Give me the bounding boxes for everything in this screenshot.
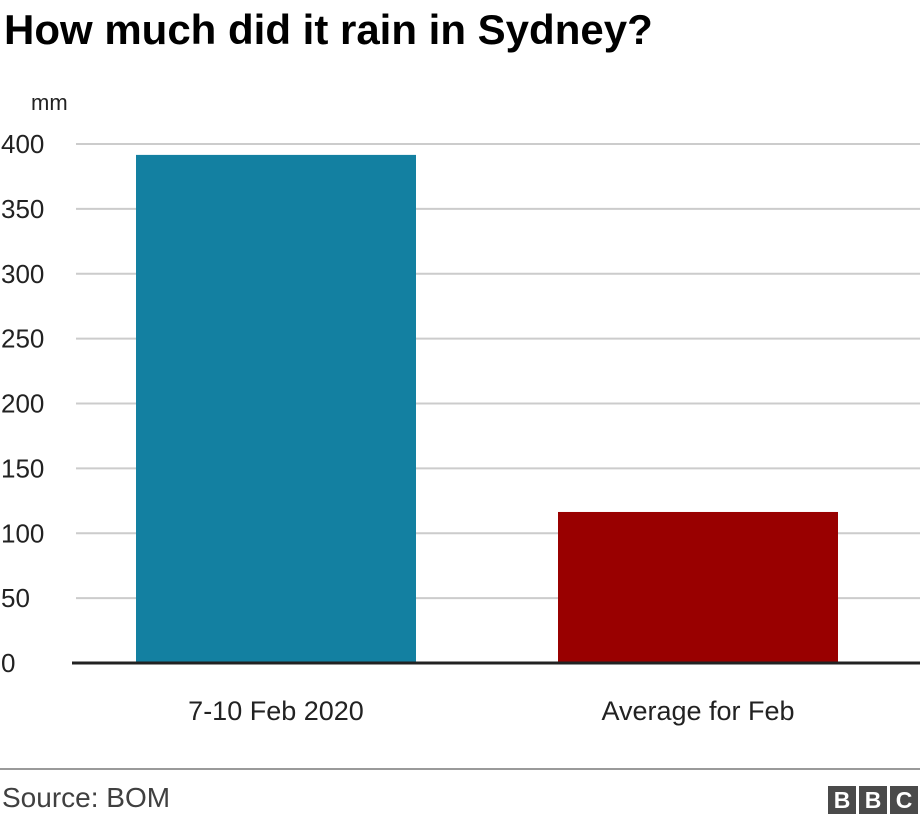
y-tick-label: 50 (1, 583, 30, 613)
y-tick-label: 300 (1, 259, 44, 289)
bars (136, 154, 838, 664)
bbc-logo-letter: B (859, 786, 887, 814)
y-tick-label: 0 (1, 648, 15, 678)
footer-divider (0, 768, 920, 770)
source-note: Source: BOM (2, 782, 171, 813)
y-tick-label: 200 (1, 389, 44, 419)
y-axis-label: mm (31, 90, 68, 115)
chart-title: How much did it rain in Sydney? (4, 6, 653, 53)
y-tick-label: 400 (1, 129, 44, 159)
bbc-logo: B B C (828, 786, 918, 814)
y-tick-label: 150 (1, 453, 44, 483)
y-tick-label: 250 (1, 324, 44, 354)
x-axis-tick-labels: 7-10 Feb 2020 Average for Feb (188, 696, 794, 726)
bar (136, 154, 416, 664)
y-axis-tick-labels: 0 50 100 150 200 250 300 350 400 (1, 129, 44, 678)
bar-chart: 0 50 100 150 200 250 300 350 400 mm 7-10 Feb 202… (1, 90, 920, 726)
y-tick-label: 100 (1, 518, 44, 548)
bbc-logo-letter: B (828, 786, 856, 814)
bbc-logo-letter: C (890, 786, 918, 814)
x-tick-label: 7-10 Feb 2020 (188, 696, 364, 726)
bar (558, 511, 838, 663)
x-tick-label: Average for Feb (601, 696, 794, 726)
y-tick-label: 350 (1, 194, 44, 224)
